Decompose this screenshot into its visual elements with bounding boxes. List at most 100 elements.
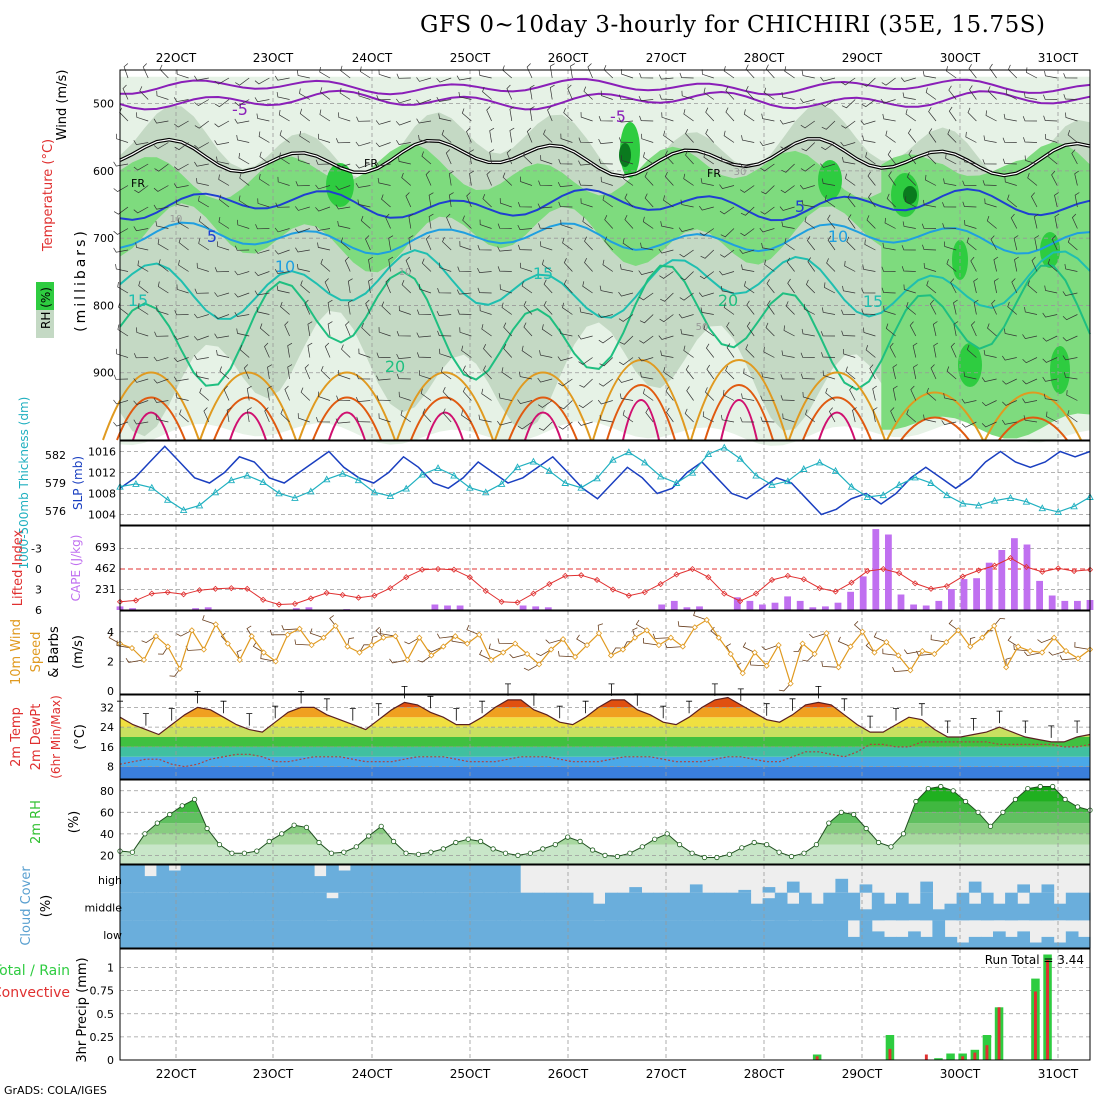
panel-frame bbox=[119, 525, 1091, 611]
wind-barb bbox=[885, 130, 896, 143]
cloud-cell-low bbox=[629, 920, 642, 948]
wind-barb bbox=[658, 248, 674, 254]
wind-barb bbox=[923, 414, 937, 423]
wind-barb bbox=[219, 194, 230, 208]
yaxis-tick-slp: 1016 bbox=[88, 446, 116, 459]
cloud-cell-low bbox=[799, 920, 812, 948]
contour-temp-minus10 bbox=[120, 78, 1091, 96]
whisker-temp-max bbox=[944, 720, 951, 733]
wind-barb bbox=[421, 151, 432, 165]
bar-precip-convective bbox=[888, 1048, 892, 1060]
wind-barb bbox=[457, 309, 472, 315]
marker-lifted bbox=[546, 580, 553, 588]
bar-cape bbox=[985, 562, 993, 610]
wind-barb bbox=[644, 193, 654, 208]
wind-barb bbox=[985, 110, 997, 122]
wind-barb bbox=[398, 391, 411, 401]
cloud-cell-low bbox=[314, 920, 327, 948]
marker-wind-speed bbox=[452, 633, 459, 640]
marker-wind-speed bbox=[1027, 647, 1034, 655]
wind-barb bbox=[640, 371, 654, 380]
cloud-cell-middle bbox=[993, 903, 1006, 921]
wind-barb bbox=[1023, 92, 1038, 100]
wind-barb bbox=[559, 328, 573, 337]
cloud-cell-middle bbox=[629, 892, 642, 921]
rh-band bbox=[120, 823, 1090, 834]
wind-barb bbox=[683, 109, 694, 122]
wind-barb bbox=[680, 199, 694, 208]
wind-barb bbox=[214, 333, 230, 339]
cloud-cell-middle bbox=[871, 892, 885, 921]
bar-cape bbox=[658, 604, 666, 610]
wind-barb bbox=[1042, 312, 1058, 318]
wind-barb bbox=[113, 421, 129, 427]
wind-barb bbox=[479, 219, 492, 229]
wind-barb bbox=[327, 299, 333, 315]
wind-barb bbox=[236, 135, 250, 143]
wind-barb bbox=[981, 377, 997, 382]
cloud-cell-middle bbox=[823, 892, 836, 921]
wind-barb-10m bbox=[610, 647, 621, 656]
wind-barb bbox=[529, 106, 535, 122]
wind-barb bbox=[624, 214, 634, 229]
wind-barb bbox=[888, 171, 896, 186]
marker-wind-speed bbox=[787, 680, 794, 687]
wind-barb bbox=[740, 417, 755, 423]
wind-barb bbox=[396, 73, 411, 79]
wind-barb bbox=[558, 201, 573, 208]
cloud-cell-high bbox=[495, 865, 509, 893]
wind-barb bbox=[685, 150, 694, 165]
panel-frame bbox=[119, 948, 1091, 1061]
cloud-cell-low bbox=[265, 920, 279, 948]
bar-cape bbox=[1048, 595, 1056, 610]
wind-barb bbox=[567, 84, 573, 100]
wind-barb-10m bbox=[643, 638, 659, 646]
cloud-cell-middle bbox=[508, 892, 521, 921]
wind-barb bbox=[234, 292, 250, 298]
marker-rh2m bbox=[987, 823, 994, 829]
marker-wind-speed bbox=[296, 625, 303, 632]
cloud-cell-low bbox=[217, 920, 230, 948]
bar-cape bbox=[192, 608, 199, 610]
cloud-cell-high bbox=[132, 865, 145, 893]
cloud-cell-high bbox=[968, 881, 982, 893]
cloud-cell-low bbox=[532, 920, 545, 948]
wind-barb bbox=[987, 86, 997, 100]
rh-patch-dark bbox=[903, 186, 917, 204]
cloud-cell-low bbox=[908, 931, 921, 948]
cloud-cell-low bbox=[374, 920, 388, 948]
cloud-cell-middle bbox=[217, 892, 230, 921]
wind-barb bbox=[133, 400, 149, 406]
wind-barb bbox=[153, 378, 169, 384]
wind-barb bbox=[865, 344, 876, 358]
wind-barb bbox=[356, 116, 371, 122]
wind-barb-10m bbox=[576, 634, 588, 646]
wind-barb bbox=[416, 332, 432, 338]
wind-barb bbox=[174, 120, 189, 128]
marker-lifted bbox=[784, 572, 791, 579]
wind-barb bbox=[557, 356, 573, 362]
wind-barb bbox=[445, 149, 452, 165]
whisker-temp-max bbox=[556, 705, 563, 719]
wind-barb bbox=[683, 345, 694, 358]
wind-barb bbox=[133, 353, 149, 359]
cloud-cell-middle bbox=[1065, 892, 1079, 921]
wind-barb bbox=[582, 281, 593, 294]
marker-rh2m bbox=[1062, 796, 1068, 803]
wind-barb bbox=[903, 284, 916, 294]
wind-barb bbox=[425, 235, 432, 251]
cloud-cell-middle bbox=[204, 892, 218, 921]
marker-lifted bbox=[609, 586, 617, 593]
cloud-cell-middle bbox=[1077, 892, 1091, 921]
cloud-cell-low bbox=[592, 920, 606, 948]
wind-barb bbox=[526, 63, 533, 79]
wind-barb bbox=[863, 327, 876, 337]
wind-barb bbox=[906, 301, 917, 315]
wind-barb bbox=[746, 300, 755, 315]
wind-barb bbox=[295, 206, 310, 211]
wind-barb bbox=[1007, 301, 1018, 315]
marker-wind-speed bbox=[380, 634, 387, 641]
cloud-cell-low bbox=[386, 920, 400, 948]
yaxis-tick-rh2m: 20 bbox=[100, 849, 114, 862]
wind-barb bbox=[156, 90, 169, 100]
